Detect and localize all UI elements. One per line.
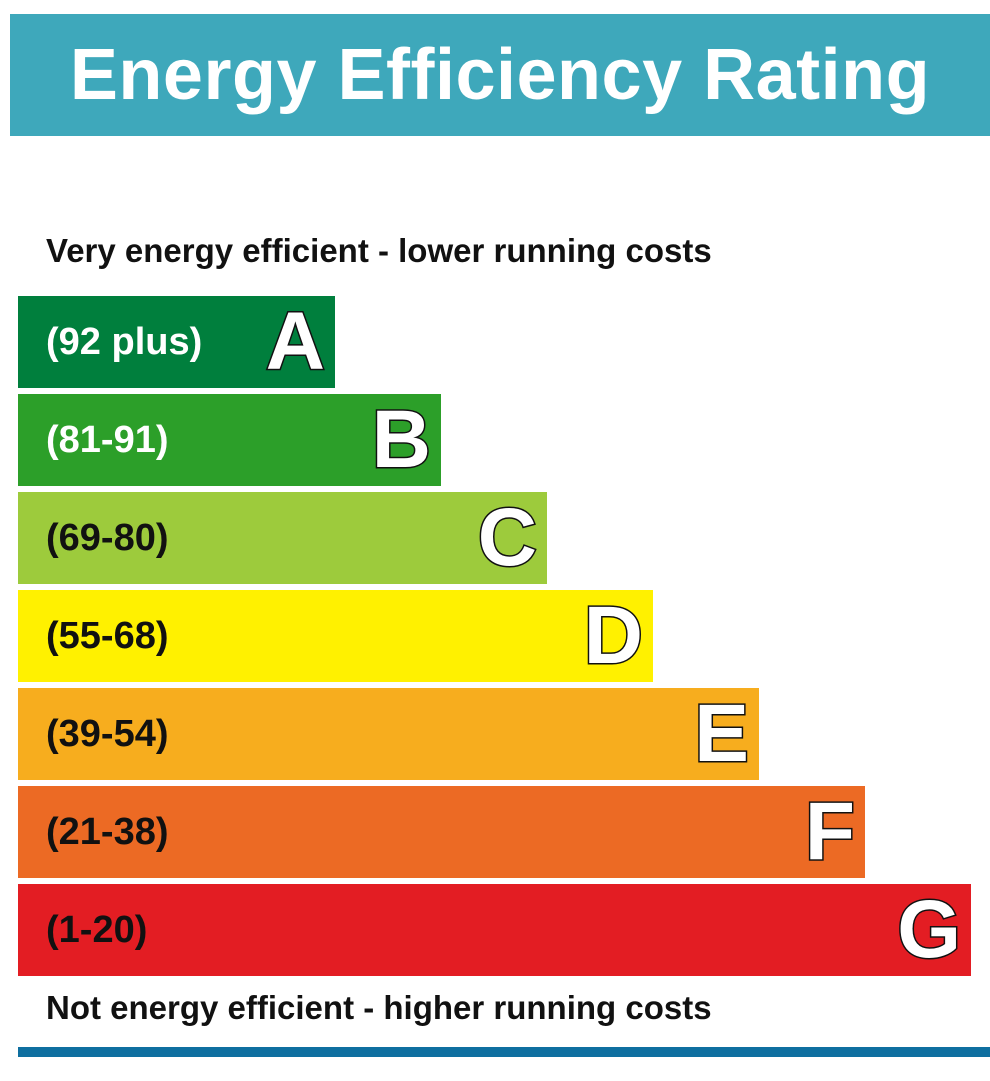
title-banner: Energy Efficiency Rating xyxy=(10,14,990,136)
rating-bar-g: (1-20) G xyxy=(18,884,971,976)
rating-bar-c: (69-80) C xyxy=(18,492,547,584)
rating-letter-g: G xyxy=(896,884,963,975)
bottom-caption: Not energy efficient - higher running co… xyxy=(46,989,712,1026)
footer-rule xyxy=(18,1047,990,1057)
rating-bar-f: (21-38) F xyxy=(18,786,865,878)
rating-letter-d: D xyxy=(582,590,644,681)
top-caption: Very energy efficient - lower running co… xyxy=(46,232,712,269)
rating-letter-a: A xyxy=(264,296,326,387)
rating-letter-c: C xyxy=(476,492,538,583)
rating-range-d: (55-68) xyxy=(46,614,169,657)
rating-letter-e: E xyxy=(693,688,751,779)
rating-range-g: (1-20) xyxy=(46,908,148,951)
chart-title: Energy Efficiency Rating xyxy=(69,35,931,115)
rating-range-b: (81-91) xyxy=(46,418,169,461)
rating-bar-a: (92 plus) A xyxy=(18,296,335,388)
rating-bar-e: (39-54) E xyxy=(18,688,759,780)
rating-range-f: (21-38) xyxy=(46,810,169,853)
rating-range-a: (92 plus) xyxy=(46,320,203,363)
rating-letter-f: F xyxy=(803,786,856,877)
rating-range-c: (69-80) xyxy=(46,516,169,559)
rating-letter-b: B xyxy=(370,394,432,485)
rating-bar-b: (81-91) B xyxy=(18,394,441,486)
rating-range-e: (39-54) xyxy=(46,712,169,755)
rating-bar-d: (55-68) D xyxy=(18,590,653,682)
